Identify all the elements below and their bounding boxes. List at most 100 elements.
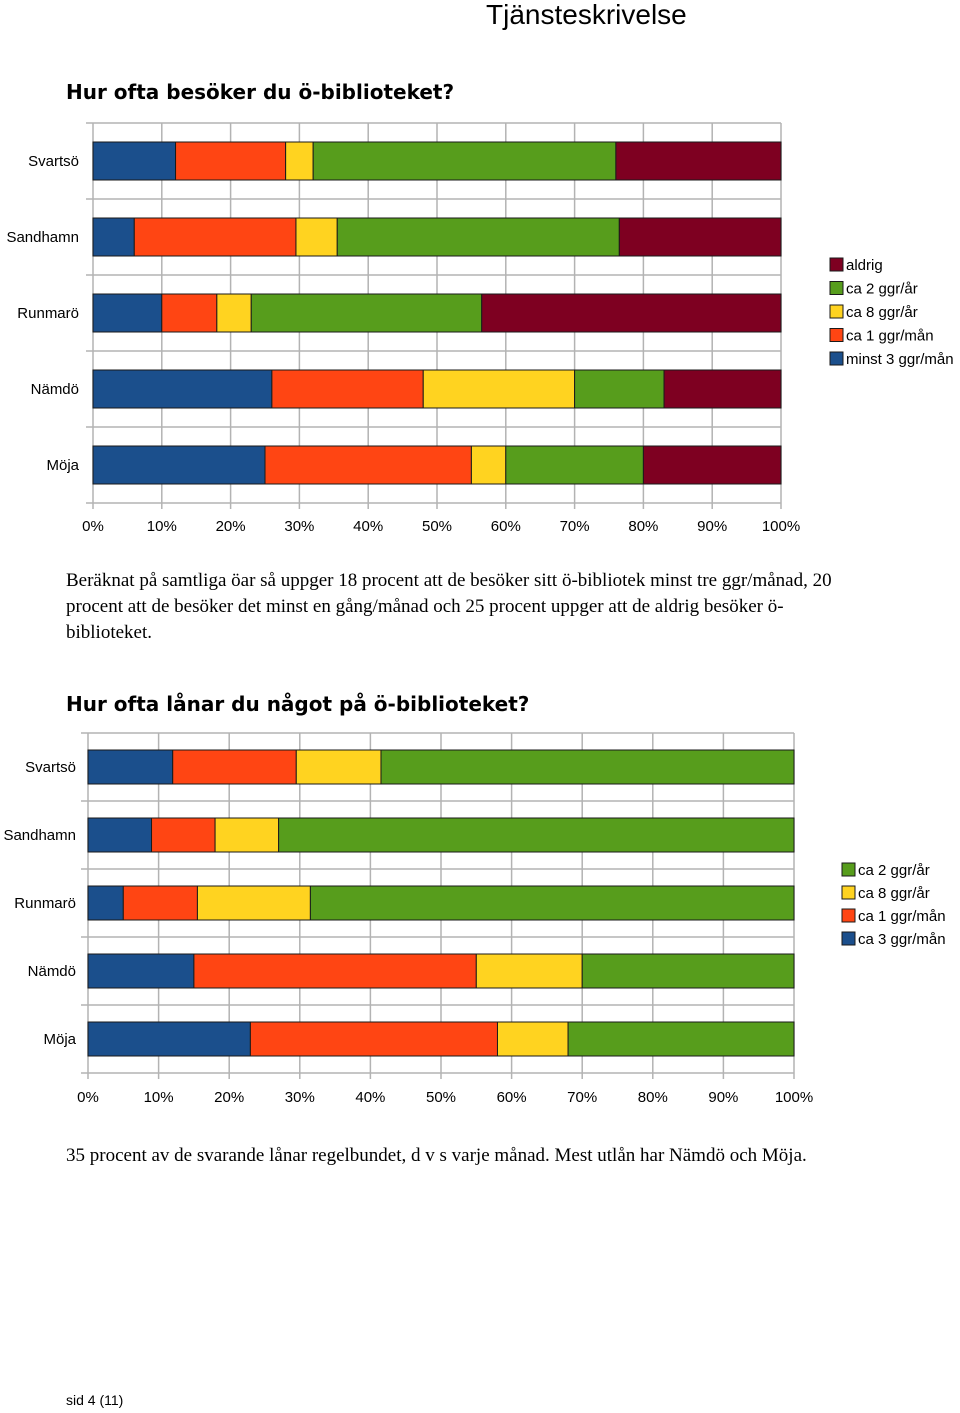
bar-svartso-minst-3-ggr-man	[92, 141, 177, 181]
bar-runmaro-ca-2-ggr-ar	[250, 293, 483, 333]
legend-swatch-ca-2-ggr-ar	[829, 281, 844, 295]
chart2-grid	[81, 732, 795, 1079]
chart2-xtick-label: 50%	[426, 1089, 456, 1106]
legend-label-aldrig: aldrig	[846, 257, 883, 274]
bar-sandhamn-aldrig	[618, 217, 782, 257]
bar-runmaro-minst-3-ggr-man	[92, 293, 163, 333]
chart2-xtick-label: 40%	[355, 1089, 385, 1106]
bar-moja-minst-3-ggr-man	[92, 445, 266, 485]
bar-svartso-ca-3-ggr-man	[87, 749, 174, 785]
chart1-xtick-label: 20%	[216, 518, 246, 535]
bar-namdo-ca-1-ggr-man	[271, 369, 424, 409]
bar-namdo-ca-8-ggr-ar	[422, 369, 576, 409]
category-label-moja: Möja	[46, 457, 79, 474]
bar-moja-ca-1-ggr-man	[249, 1021, 498, 1057]
section-heading-visits: Hur ofta besöker du ö-biblioteket?	[66, 80, 455, 104]
bar-svartso-ca-2-ggr-ar	[380, 749, 795, 785]
bar-namdo-minst-3-ggr-man	[92, 369, 273, 409]
paragraph-loans-summary: 35 procent av de svarande lånar regelbun…	[66, 1145, 807, 1166]
legend-swatch-ca-1-ggr-man	[841, 908, 856, 923]
legend-swatch-ca-2-ggr-ar	[841, 862, 856, 877]
bar-sandhamn-ca-8-ggr-ar	[214, 817, 280, 853]
chart2-xtick-label: 10%	[144, 1089, 174, 1106]
chart2-xtick-label: 80%	[638, 1089, 668, 1106]
chart2-xtick-label: 30%	[285, 1089, 315, 1106]
legend-swatch-ca-8-ggr-ar	[841, 885, 856, 900]
chart1-xtick-label: 60%	[491, 518, 521, 535]
chart2-xtick-label: 70%	[567, 1089, 597, 1106]
bar-namdo-aldrig	[663, 369, 782, 409]
chart1-xtick-label: 70%	[560, 518, 590, 535]
category-label-svartso: Svartsö	[28, 153, 79, 170]
category-label-sandhamn: Sandhamn	[3, 827, 76, 844]
legend-label-ca-1-ggr-man: ca 1 ggr/mån	[858, 908, 946, 925]
bar-runmaro-ca-2-ggr-ar	[309, 885, 795, 921]
bar-sandhamn-ca-1-ggr-man	[133, 217, 297, 257]
bar-runmaro-ca-1-ggr-man	[161, 293, 218, 333]
document-title: Tjänsteskrivelse	[486, 0, 687, 30]
bar-moja-ca-1-ggr-man	[264, 445, 472, 485]
category-label-svartso: Svartsö	[25, 759, 76, 776]
bar-svartso-aldrig	[615, 141, 782, 181]
bar-moja-ca-2-ggr-ar	[567, 1021, 795, 1057]
chart2-xtick-label: 0%	[77, 1089, 99, 1106]
bar-svartso-ca-8-ggr-ar	[295, 749, 382, 785]
legend-swatch-ca-1-ggr-man	[829, 328, 844, 342]
category-label-namdo: Nämdö	[31, 381, 79, 398]
bar-svartso-ca-1-ggr-man	[175, 141, 287, 181]
chart2-xtick-label: 20%	[214, 1089, 244, 1106]
chart2-xtick-label: 90%	[708, 1089, 738, 1106]
bar-moja-ca-2-ggr-ar	[505, 445, 644, 485]
chart2-xtick-label: 60%	[497, 1089, 527, 1106]
bar-svartso-ca-2-ggr-ar	[312, 141, 617, 181]
legend-label-ca-8-ggr-ar: ca 8 ggr/år	[846, 304, 918, 321]
bar-namdo-ca-8-ggr-ar	[475, 953, 583, 989]
legend-label-ca-8-ggr-ar: ca 8 ggr/år	[858, 885, 930, 902]
chart1-xtick-label: 50%	[422, 518, 452, 535]
bar-runmaro-ca-3-ggr-man	[87, 885, 124, 921]
bar-namdo-ca-3-ggr-man	[87, 953, 195, 989]
page-number: sid 4 (11)	[66, 1392, 124, 1408]
bar-sandhamn-ca-2-ggr-ar	[278, 817, 795, 853]
category-label-namdo: Nämdö	[28, 963, 76, 980]
bar-moja-ca-8-ggr-ar	[496, 1021, 569, 1057]
section-heading-loans: Hur ofta lånar du något på ö-biblioteket…	[66, 692, 530, 716]
chart1-xtick-label: 80%	[628, 518, 658, 535]
bar-sandhamn-ca-8-ggr-ar	[295, 217, 338, 257]
chart1-xtick-label: 100%	[762, 518, 800, 535]
bar-moja-ca-8-ggr-ar	[470, 445, 507, 485]
bar-svartso-ca-8-ggr-ar	[285, 141, 314, 181]
bar-namdo-ca-1-ggr-man	[193, 953, 477, 989]
chart1-xtick-label: 10%	[147, 518, 177, 535]
legend-label-ca-2-ggr-ar: ca 2 ggr/år	[846, 281, 918, 298]
category-label-moja: Möja	[43, 1031, 76, 1048]
category-label-runmaro: Runmarö	[14, 895, 76, 912]
bar-namdo-ca-2-ggr-ar	[581, 953, 795, 989]
bar-sandhamn-minst-3-ggr-man	[92, 217, 135, 257]
legend-label-minst-3-ggr-man: minst 3 ggr/mån	[846, 351, 954, 368]
bar-sandhamn-ca-2-ggr-ar	[336, 217, 620, 257]
legend-swatch-minst-3-ggr-man	[829, 351, 844, 366]
chart1-xtick-label: 30%	[284, 518, 314, 535]
legend-swatch-ca-3-ggr-man	[841, 931, 856, 946]
chart2-xtick-label: 100%	[775, 1089, 813, 1106]
bar-runmaro-ca-1-ggr-man	[122, 885, 198, 921]
visits-stacked-bar-chart: 0% 10% 20% 30% 40% 50% 60% 70% 80% 90% 100% Svartsö…	[6, 122, 954, 535]
bar-svartso-ca-1-ggr-man	[172, 749, 297, 785]
legend-swatch-ca-8-ggr-ar	[829, 304, 844, 319]
chart1-xtick-label: 40%	[353, 518, 383, 535]
bar-namdo-ca-2-ggr-ar	[574, 369, 665, 409]
bar-runmaro-ca-8-ggr-ar	[196, 885, 311, 921]
bar-runmaro-aldrig	[481, 293, 782, 333]
legend-swatch-aldrig	[829, 257, 844, 272]
bar-moja-ca-3-ggr-man	[87, 1021, 251, 1057]
bar-moja-aldrig	[642, 445, 782, 485]
legend-label-ca-1-ggr-man: ca 1 ggr/mån	[846, 328, 934, 345]
paragraph-visits-summary: Beräknat på samtliga öar så uppger 18 pr…	[66, 570, 832, 643]
bar-runmaro-ca-8-ggr-ar	[216, 293, 252, 333]
category-label-runmaro: Runmarö	[17, 305, 79, 322]
chart1-xtick-label: 90%	[697, 518, 727, 535]
legend-label-ca-3-ggr-man: ca 3 ggr/mån	[858, 931, 946, 948]
category-label-sandhamn: Sandhamn	[6, 229, 79, 246]
bar-sandhamn-ca-1-ggr-man	[151, 817, 216, 853]
